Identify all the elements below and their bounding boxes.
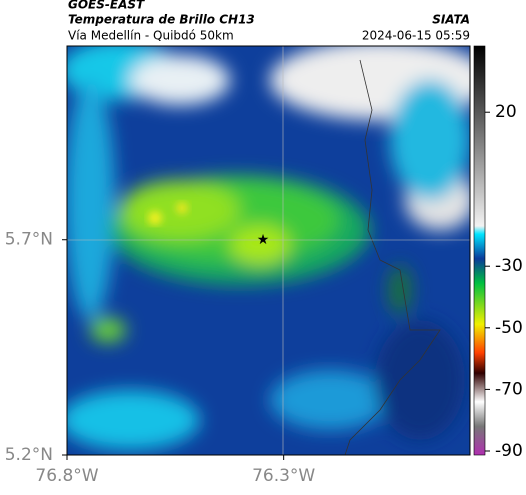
subtitle: Vía Medellín - Quibdó 50km [68,29,234,43]
title: Temperatura de Brillo CH13 [68,13,255,27]
lon-tick-label: 76.8°W [35,466,98,486]
lon-tick-label: 76.3°W [252,466,315,486]
colorbar-tick-label: -70 [495,379,523,399]
lat-tick-label: 5.7°N [5,230,53,250]
org: SIATA [432,13,470,27]
colorbar-tick-label: -50 [495,318,523,338]
source: GOES-EAST [68,0,145,12]
colorbar-tick-label: -90 [495,441,523,461]
colorbar-tick-label: 20 [495,102,517,122]
lat-tick-label: 5.2°N [5,445,53,465]
datetime: 2024-06-15 05:59 [362,29,470,43]
satellite-image [67,46,470,455]
colorbar-tick-label: -30 [495,256,523,276]
map-frame [66,45,471,456]
colorbar [473,45,486,456]
location-star: ★ [257,232,270,248]
